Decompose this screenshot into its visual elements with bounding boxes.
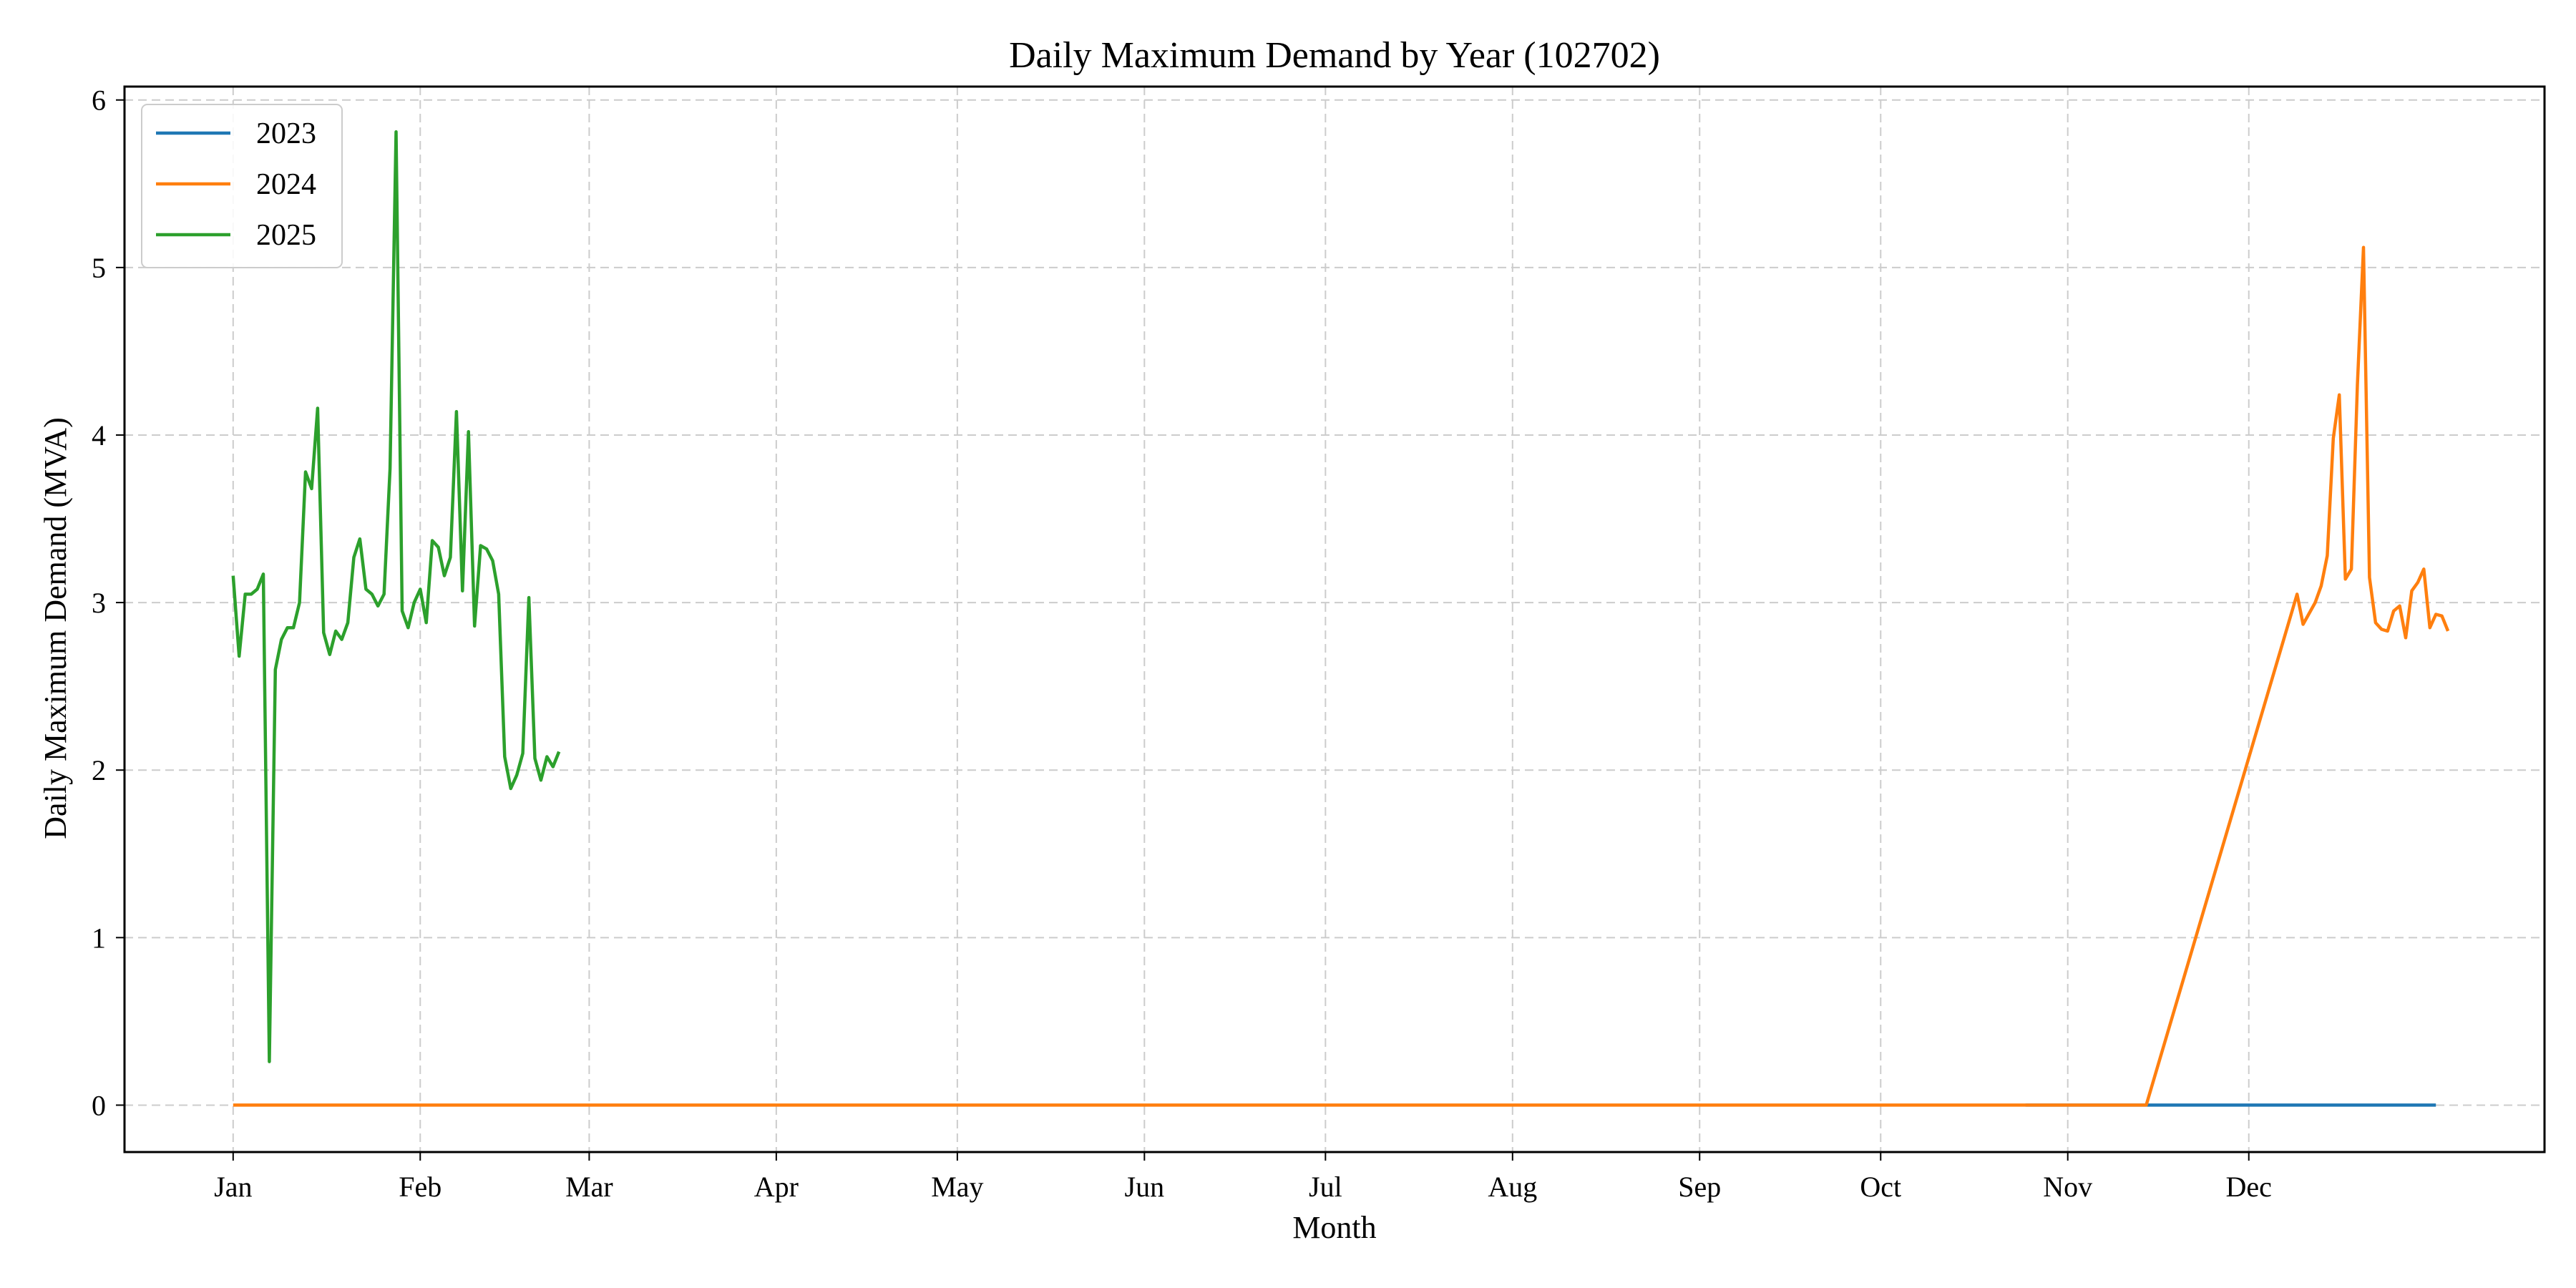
x-tick-label: May (931, 1171, 983, 1203)
x-tick-label: Jan (214, 1171, 252, 1203)
legend-label-2023: 2023 (256, 117, 316, 150)
x-tick-label: Aug (1488, 1171, 1537, 1203)
x-tick-label: Nov (2043, 1171, 2092, 1203)
y-tick-label: 5 (92, 252, 106, 284)
y-tick-label: 1 (92, 922, 106, 954)
y-tick-label: 2 (92, 754, 106, 786)
y-tick-label: 6 (92, 84, 106, 117)
legend-label-2025: 2025 (256, 219, 316, 252)
x-tick-label: Jun (1125, 1171, 1165, 1203)
chart-title: Daily Maximum Demand by Year (102702) (1009, 35, 1660, 76)
x-tick-label: Mar (565, 1171, 613, 1203)
x-tick-label: Apr (754, 1171, 799, 1203)
series-line-2024 (233, 245, 2450, 1107)
y-tick-label: 0 (92, 1089, 106, 1121)
x-tick-label: Feb (399, 1171, 441, 1203)
y-tick-label: 4 (92, 419, 106, 452)
legend: 2023 2024 2025 (141, 104, 343, 268)
y-tick-label: 3 (92, 587, 106, 619)
legend-box (141, 104, 343, 268)
series-lines (231, 130, 2450, 1107)
plot-frame (123, 85, 2546, 1153)
x-tick-label: Dec (2226, 1171, 2272, 1203)
x-tick-label: Jul (1309, 1171, 1342, 1203)
series-line-2025 (231, 130, 561, 1063)
x-axis-label: Month (1292, 1210, 1376, 1245)
x-tick-label: Sep (1678, 1171, 1721, 1203)
axis-ticks: Jan Feb Mar Apr May Jun Jul Aug Sep Oct Nov Dec 0 1 2 3… (92, 84, 2272, 1203)
x-tick-label: Oct (1860, 1171, 1901, 1203)
legend-label-2024: 2024 (256, 168, 316, 201)
y-axis-label: Daily Maximum Demand (MVA) (38, 417, 73, 839)
